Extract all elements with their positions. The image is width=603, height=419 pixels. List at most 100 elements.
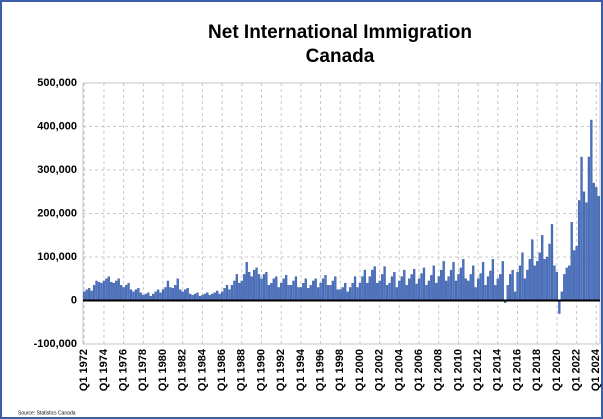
y-tick-label: 400,000 — [37, 120, 77, 132]
x-tick-label: Q1 2012 — [472, 349, 484, 391]
bar — [541, 235, 544, 301]
bar — [245, 262, 248, 301]
bar — [366, 282, 369, 301]
bar — [216, 290, 219, 301]
bar — [459, 267, 463, 301]
bar — [536, 261, 539, 301]
bar — [380, 274, 384, 301]
bar — [154, 291, 157, 301]
bar — [348, 287, 352, 301]
bar — [378, 280, 381, 301]
bar — [590, 119, 593, 301]
y-tick-label: -100,000 — [34, 338, 77, 350]
bar — [506, 285, 509, 301]
bar — [156, 289, 160, 301]
bar — [243, 274, 246, 301]
bar — [422, 267, 426, 301]
bar — [262, 274, 266, 301]
bar — [368, 276, 371, 301]
bar — [260, 278, 263, 301]
bar — [341, 287, 344, 301]
bar — [435, 282, 438, 301]
bar — [432, 265, 435, 301]
x-tick-label: Q1 2024 — [590, 348, 602, 391]
x-tick-label: Q1 2016 — [511, 349, 523, 391]
bar — [595, 187, 598, 301]
bar — [220, 291, 224, 301]
bar — [206, 292, 209, 301]
bar — [176, 278, 179, 301]
bar — [533, 265, 536, 301]
y-tick-label: 100,000 — [37, 251, 77, 263]
bar — [408, 278, 411, 301]
bar — [132, 291, 135, 301]
bar — [521, 252, 524, 301]
bar — [312, 280, 315, 301]
bar — [250, 276, 253, 301]
bar — [294, 276, 298, 301]
bar — [395, 287, 399, 301]
bar — [134, 289, 138, 301]
bar — [570, 222, 573, 301]
bar — [186, 288, 189, 301]
bar — [112, 282, 115, 301]
bar — [420, 273, 423, 301]
bar — [334, 276, 337, 301]
bar — [223, 288, 226, 301]
chart-subtitle: Canada — [306, 46, 375, 67]
bar — [240, 280, 243, 301]
bar — [412, 269, 416, 301]
bar — [255, 267, 258, 301]
bar — [147, 292, 150, 301]
bar — [405, 285, 408, 301]
bar — [427, 280, 431, 301]
bar — [496, 278, 499, 301]
bar — [127, 282, 130, 301]
x-tick-label: Q1 1988 — [236, 349, 248, 391]
bar — [265, 272, 268, 301]
bar — [166, 280, 170, 301]
bar — [385, 285, 389, 301]
x-tick-label: Q1 2004 — [393, 348, 405, 391]
bar — [469, 274, 472, 301]
bar — [464, 278, 467, 301]
bar — [284, 275, 288, 301]
bar — [117, 278, 120, 301]
bar — [481, 262, 485, 301]
bar — [415, 283, 418, 301]
bar — [356, 287, 359, 301]
bar — [307, 288, 310, 301]
bar — [425, 285, 428, 301]
bar — [257, 274, 261, 301]
bar — [196, 292, 199, 301]
bar — [452, 262, 455, 301]
bar — [267, 285, 271, 301]
bar — [230, 285, 234, 301]
bar — [124, 285, 128, 301]
bar — [398, 280, 401, 301]
x-tick-label: Q1 1980 — [157, 349, 169, 391]
bar — [489, 270, 492, 301]
x-tick-label: Q1 1992 — [275, 349, 287, 391]
bar — [339, 289, 342, 301]
bar — [122, 287, 125, 301]
bar — [467, 280, 470, 301]
x-tick-label: Q1 1984 — [196, 348, 208, 391]
bar — [115, 280, 118, 301]
bar — [314, 278, 317, 301]
bar — [543, 259, 546, 301]
bar — [457, 274, 460, 301]
bar — [297, 287, 300, 301]
x-tick-label: Q1 1974 — [98, 348, 110, 391]
bar — [580, 156, 583, 301]
bar — [499, 274, 502, 301]
bar — [88, 288, 91, 301]
bar — [105, 278, 108, 301]
x-tick-label: Q1 2010 — [452, 349, 464, 391]
bar — [319, 282, 322, 301]
bar — [92, 285, 96, 301]
bar — [95, 280, 98, 301]
bar — [129, 289, 133, 301]
bar — [316, 287, 320, 301]
